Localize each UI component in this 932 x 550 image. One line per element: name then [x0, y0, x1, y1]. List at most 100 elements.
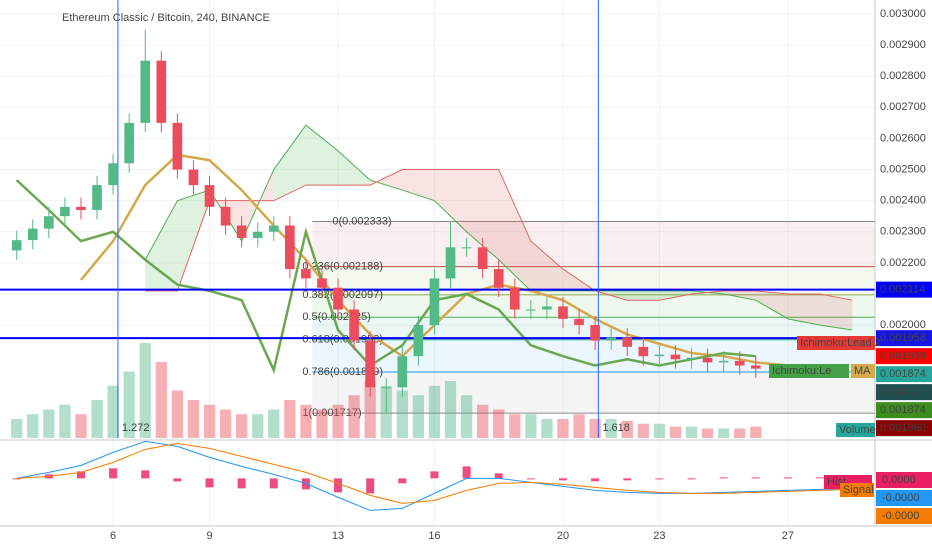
- candle-body: [477, 247, 488, 270]
- candle-body: [27, 228, 38, 241]
- x-tick-label: 16: [428, 530, 440, 542]
- candle-body: [509, 287, 520, 310]
- cloud-fill: [787, 293, 821, 326]
- cloud-fill: [434, 169, 467, 232]
- candle-body: [461, 247, 472, 249]
- macd-histogram-bar: [623, 478, 632, 481]
- x-tick-label: 6: [110, 530, 116, 542]
- y-tick-label: 0.002600: [880, 132, 926, 144]
- candle-body: [252, 231, 263, 238]
- volume-bar: [59, 404, 71, 438]
- candle-body: [124, 122, 134, 164]
- indicator-badge: [840, 483, 874, 497]
- macd-badge-label: 0.0000: [882, 474, 916, 486]
- indicator-badge: [851, 364, 875, 378]
- y-tick-label: 0.002900: [880, 39, 926, 51]
- fib-band: [312, 221, 875, 267]
- x-tick-label: 13: [332, 530, 344, 542]
- candle-body: [365, 340, 375, 388]
- fib-label: 0.236(0.002188): [302, 261, 383, 273]
- volume-bar: [236, 414, 248, 438]
- volume-bar: [332, 404, 344, 438]
- volume-bar: [493, 409, 505, 438]
- volume-bar: [541, 419, 553, 438]
- candle-body: [333, 287, 343, 310]
- volume-bar: [187, 400, 200, 438]
- macd-histogram-bar: [783, 477, 792, 479]
- macd-histogram-bar: [205, 478, 214, 488]
- fib-label: 0(0.002333): [332, 215, 391, 227]
- candle-body: [526, 309, 536, 311]
- price-badge: [876, 366, 932, 383]
- volume-bar: [734, 428, 746, 438]
- macd-histogram-bar: [462, 466, 471, 479]
- volume-bar: [557, 419, 569, 438]
- macd-badge: [876, 508, 932, 524]
- volume-bar: [27, 414, 39, 438]
- price-badge-label: 0.001874: [880, 368, 926, 380]
- macd-badge: [876, 490, 932, 506]
- fib-band: [312, 294, 875, 318]
- volume-bar: [412, 395, 425, 438]
- candle-body: [686, 357, 697, 360]
- cloud-fill: [498, 169, 531, 291]
- candle-body: [236, 225, 247, 238]
- macd-histogram-bar: [366, 478, 375, 494]
- cloud-fill: [466, 169, 499, 260]
- candle-body: [590, 325, 600, 341]
- cloud-fill: [402, 169, 435, 201]
- volume-bar: [477, 404, 489, 438]
- fib-label: 0.618(0.001953): [302, 334, 383, 346]
- x-tick-label: 27: [782, 530, 794, 542]
- volume-bar: [750, 426, 762, 438]
- candle-body: [60, 206, 70, 217]
- y-tick-label: 0.002700: [880, 101, 926, 113]
- fib-label: 0.5(0.002025): [302, 311, 371, 323]
- volume-bar: [107, 385, 119, 438]
- volume-bar: [428, 385, 441, 438]
- cloud-lead2: [145, 169, 853, 301]
- volume-bar: [573, 414, 585, 438]
- volume-bar: [284, 400, 296, 438]
- volume-bar: [637, 423, 649, 438]
- macd-histogram-bar: [398, 478, 407, 484]
- candle-body: [718, 360, 729, 363]
- y-tick-label: 0.002800: [880, 70, 926, 82]
- candle-body: [413, 325, 424, 357]
- macd-histogram-bar: [12, 478, 21, 480]
- macd-line: [16, 440, 853, 511]
- x-tick-label: 9: [206, 530, 212, 542]
- indicator-badge: [797, 336, 875, 350]
- fib-extension-label: 1.618: [602, 422, 630, 434]
- cloud-fill: [370, 169, 403, 191]
- candle-body: [76, 206, 86, 210]
- candle-body: [268, 225, 279, 232]
- y-tick-label: 0.002200: [880, 257, 926, 269]
- macd-histogram-bar: [269, 478, 278, 489]
- price-badge: [876, 384, 932, 401]
- cloud-fill: [305, 125, 339, 186]
- macd-histogram-bar: [719, 477, 728, 479]
- candle-body: [44, 216, 54, 229]
- macd-histogram-bar: [430, 471, 439, 479]
- macd-badge-label: -0.0000: [882, 510, 919, 522]
- candle-body: [11, 240, 22, 251]
- y-tick-label: 0.002000: [880, 319, 926, 331]
- candle-body: [188, 169, 199, 186]
- candle-body: [397, 356, 408, 388]
- x-tick-label: 20: [557, 530, 569, 542]
- y-tick-label: 0.002400: [880, 195, 926, 207]
- volume-bar: [75, 414, 87, 438]
- candle-body: [574, 318, 584, 326]
- indicator-badge-label: MA: [854, 365, 871, 377]
- cloud-fill: [273, 125, 306, 201]
- x-tick-label: 23: [653, 530, 665, 542]
- volume-bar: [460, 395, 473, 438]
- fib-label: 1(0.001717): [302, 407, 361, 419]
- indicator-line: [15, 179, 756, 375]
- fib-label: 0.786(0.001849): [302, 366, 383, 378]
- candle-body: [493, 269, 504, 288]
- chart-title: Ethereum Classic / Bitcoin, 240, BINANCE: [62, 12, 270, 24]
